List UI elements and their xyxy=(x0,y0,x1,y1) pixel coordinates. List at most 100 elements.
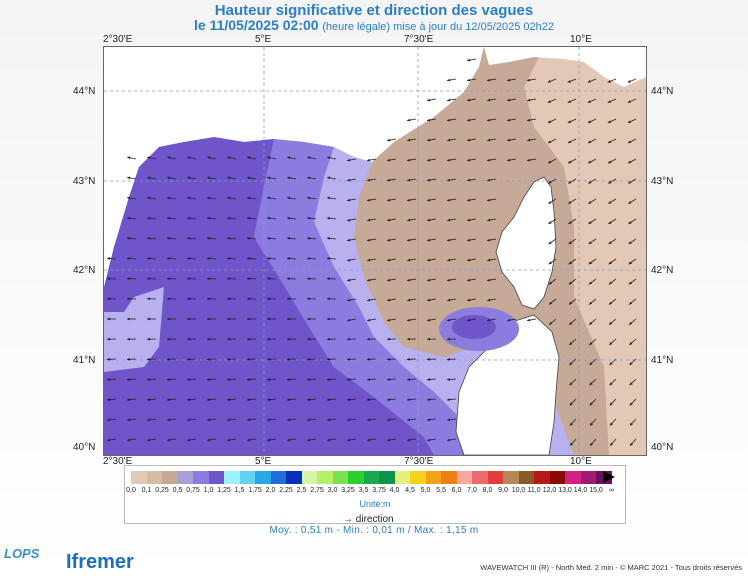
wave-arrow-head xyxy=(167,418,171,422)
wave-arrow-head xyxy=(589,342,593,345)
wave-arrow-head xyxy=(247,317,250,321)
wave-arrow-head xyxy=(447,258,451,262)
wave-arrow-head xyxy=(587,100,591,103)
wave-arrow-head xyxy=(467,218,471,222)
lat-tick-right: 41°N xyxy=(651,355,674,366)
wave-arrow-head xyxy=(548,200,552,204)
wave-arrow-head xyxy=(587,80,591,83)
wave-arrow-head xyxy=(227,277,230,281)
wave-arrow-head xyxy=(307,176,311,180)
wave-arrow-head xyxy=(607,80,611,83)
wave-arrow-head xyxy=(627,120,632,123)
wave-arrow-head xyxy=(287,156,291,160)
wave-arrow-head xyxy=(467,198,471,202)
land-corsica xyxy=(495,176,557,310)
wave-arrow-head xyxy=(287,236,291,240)
wave-arrow-head xyxy=(167,176,171,180)
wave-arrow-head xyxy=(267,317,270,321)
wave-arrow-head xyxy=(447,378,451,381)
direction-legend-label: direction xyxy=(355,514,394,525)
wave-arrow-head xyxy=(407,138,411,142)
wave-arrow-head xyxy=(247,216,251,220)
wave-arrow-head xyxy=(447,238,451,242)
wave-arrow-head xyxy=(267,418,271,422)
legend-swatch xyxy=(146,471,162,484)
wave-arrow-head xyxy=(307,196,311,200)
wave-arrow-head xyxy=(187,378,191,381)
wave-arrow-head xyxy=(187,398,191,402)
wave-arrow-head xyxy=(347,357,350,361)
wave-arrow-head xyxy=(227,196,231,200)
wave-arrow-head xyxy=(247,176,251,180)
legend-unit: Unité:m xyxy=(359,499,391,509)
lat-tick-left: 43°N xyxy=(73,176,96,187)
legend-tick: 4,0 xyxy=(389,487,400,494)
lon-tick-top: 2°30'E xyxy=(103,34,133,45)
wave-arrow-head xyxy=(547,140,552,144)
wave-arrow-head xyxy=(627,140,632,144)
wave-arrow-head xyxy=(387,198,391,202)
wave-arrow-head xyxy=(569,402,573,406)
wave-arrow-head xyxy=(247,156,251,160)
wave-arrow-head xyxy=(367,198,371,202)
statistics-line: Moy. : 0,51 m - Min. : 0,01 m / Max. : 1… xyxy=(269,525,479,536)
wave-arrow-head xyxy=(569,321,573,325)
legend-tick: 13,0 xyxy=(558,487,572,494)
land-sardinia xyxy=(455,314,560,455)
color-legend: 0,0 0,1 0,25 0,5 0,75 1,0 1,25 1,5 1,75 2,0 2,25 2,… xyxy=(124,465,626,524)
legend-tick: 2,5 xyxy=(296,487,307,494)
wave-arrow-head xyxy=(267,196,271,200)
wave-arrow-head xyxy=(247,257,251,260)
wave-arrow-head xyxy=(567,120,572,123)
wave-arrow-head xyxy=(548,180,552,184)
wave-arrow-head xyxy=(367,378,371,381)
wave-arrow-head xyxy=(548,301,553,305)
wave-arrow-head xyxy=(247,277,250,281)
legend-swatch xyxy=(472,471,488,484)
wave-arrow-head xyxy=(347,438,351,442)
wave-arrow-head xyxy=(127,438,131,442)
wave-arrow-head xyxy=(127,236,131,240)
wave-arrow-head xyxy=(447,398,451,402)
wave-arrow-head xyxy=(367,337,370,341)
wave-arrow-head xyxy=(507,318,511,322)
wave-arrow-head xyxy=(207,236,211,240)
chart-subtitle: le 11/05/2025 02:00 (heure légale) mise … xyxy=(0,17,748,35)
legend-swatch xyxy=(162,471,178,484)
wave-arrow-head xyxy=(407,198,411,202)
wave-arrow-head xyxy=(487,78,491,82)
wave-arrow-head xyxy=(447,298,451,302)
wave-arrow-head xyxy=(609,382,613,386)
legend-tick: 5,5 xyxy=(436,487,446,494)
wave-arrow-head xyxy=(127,378,131,381)
wave-arrow-head xyxy=(387,218,391,222)
wave-arrow-head xyxy=(147,216,151,220)
wave-arrow-head xyxy=(629,402,633,406)
wave-arrow-head xyxy=(227,216,231,220)
wave-arrow-head xyxy=(387,398,391,402)
wave-arrow-head xyxy=(608,301,613,305)
lops-logo: LOPS xyxy=(4,546,40,561)
wave-arrow-head xyxy=(347,337,350,341)
wave-arrow-head xyxy=(187,236,191,240)
wave-arrow-head xyxy=(327,398,331,402)
legend-tick: 0,1 xyxy=(141,487,152,494)
wave-arrow-head xyxy=(207,196,211,200)
wave-arrow-head xyxy=(427,418,431,422)
wave-arrow-head xyxy=(507,118,511,122)
wave-arrow-head xyxy=(427,198,431,202)
wave-arrow-head xyxy=(608,160,612,164)
wave-arrow-head xyxy=(227,337,230,341)
lon-tick-bottom: 7°30'E xyxy=(404,456,434,467)
wave-map[interactable] xyxy=(103,46,647,456)
wave-arrow-head xyxy=(187,277,190,281)
legend-tick: 1,0 xyxy=(203,487,214,494)
wave-arrow-head xyxy=(227,398,231,402)
legend-swatch xyxy=(301,471,317,484)
wave-arrow-head xyxy=(167,277,170,281)
wave-arrow-head xyxy=(127,317,130,321)
wave-arrow-head xyxy=(569,382,573,386)
wave-arrow-head xyxy=(467,238,471,242)
wave-arrow-head xyxy=(407,158,411,162)
wave-arrow-head xyxy=(628,200,632,204)
